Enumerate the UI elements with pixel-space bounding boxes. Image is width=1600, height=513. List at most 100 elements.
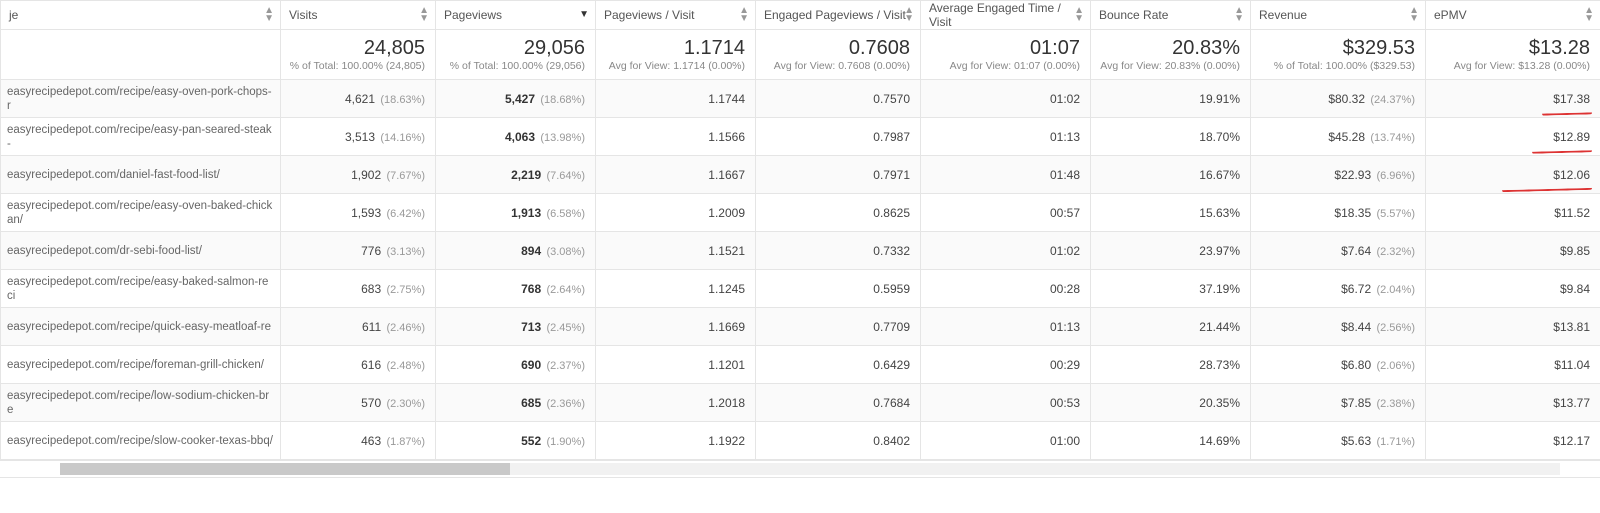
scrollbar-thumb[interactable] xyxy=(60,463,510,475)
column-header-pv[interactable]: Pageviews▼ xyxy=(436,1,596,30)
summary-value: $329.53 xyxy=(1251,33,1425,59)
cell-value: $13.81 xyxy=(1553,320,1590,334)
cell-pv: 713 (2.45%) xyxy=(436,308,596,346)
summary-value: 0.7608 xyxy=(756,33,920,59)
column-header-rev[interactable]: Revenue▲▼ xyxy=(1251,1,1426,30)
cell-aet: 00:29 xyxy=(921,346,1091,384)
page-url-cell[interactable]: easyrecipedepot.com/recipe/easy-baked-sa… xyxy=(1,270,281,308)
cell-epmv: $12.06 xyxy=(1426,156,1600,194)
sort-icon[interactable]: ▲▼ xyxy=(264,7,274,23)
cell-epvv: 0.7987 xyxy=(756,118,921,156)
column-header-pvv[interactable]: Pageviews / Visit ▲▼ xyxy=(596,1,756,30)
cell-value: 0.5959 xyxy=(873,282,910,296)
cell-value: $7.64 xyxy=(1341,244,1371,258)
table-row[interactable]: easyrecipedepot.com/dr-sebi-food-list/77… xyxy=(1,232,1600,270)
sort-icon[interactable]: ▲▼ xyxy=(904,7,914,23)
cell-percent: (1.87%) xyxy=(386,436,425,448)
cell-epmv: $12.89 xyxy=(1426,118,1600,156)
cell-bounce: 20.35% xyxy=(1091,384,1251,422)
cell-pvv: 1.1744 xyxy=(596,80,756,118)
table-row[interactable]: easyrecipedepot.com/recipe/foreman-grill… xyxy=(1,346,1600,384)
sort-icon[interactable]: ▲▼ xyxy=(419,7,429,23)
sort-icon[interactable]: ▲▼ xyxy=(1584,7,1594,23)
cell-value: 463 xyxy=(361,434,381,448)
cell-percent: (2.64%) xyxy=(546,284,585,296)
cell-value: 0.7709 xyxy=(873,320,910,334)
cell-value: 0.6429 xyxy=(873,358,910,372)
cell-bounce: 37.19% xyxy=(1091,270,1251,308)
column-header-label: Pageviews / Visit xyxy=(604,8,695,22)
table-row[interactable]: easyrecipedepot.com/daniel-fast-food-lis… xyxy=(1,156,1600,194)
page-url-cell[interactable]: easyrecipedepot.com/recipe/easy-oven-bak… xyxy=(1,194,281,232)
cell-epmv: $12.17 xyxy=(1426,422,1600,460)
summary-value: 01:07 xyxy=(921,33,1090,59)
table-row[interactable]: easyrecipedepot.com/recipe/easy-baked-sa… xyxy=(1,270,1600,308)
page-url-cell[interactable]: easyrecipedepot.com/daniel-fast-food-lis… xyxy=(1,156,281,194)
column-header-page[interactable]: je▲▼ xyxy=(1,1,281,30)
cell-pvv: 1.1521 xyxy=(596,232,756,270)
analytics-table: je▲▼Visits▲▼Pageviews▼ Pageviews / Visit ▲… xyxy=(0,0,1600,460)
cell-visits: 463 (1.87%) xyxy=(281,422,436,460)
cell-pv: 2,219 (7.64%) xyxy=(436,156,596,194)
horizontal-scrollbar-row xyxy=(0,461,1600,478)
cell-value: $22.93 xyxy=(1334,168,1371,182)
column-header-bounce[interactable]: Bounce Rate▲▼ xyxy=(1091,1,1251,30)
cell-pv: 894 (3.08%) xyxy=(436,232,596,270)
page-url-cell[interactable]: easyrecipedepot.com/recipe/quick-easy-me… xyxy=(1,308,281,346)
cell-pv: 5,427 (18.68%) xyxy=(436,80,596,118)
cell-value: 768 xyxy=(521,282,541,296)
cell-value: 1.1744 xyxy=(708,92,745,106)
sort-icon[interactable]: ▲▼ xyxy=(1234,7,1244,23)
column-header-epmv[interactable]: ePMV▲▼ xyxy=(1426,1,1600,30)
cell-visits: 683 (2.75%) xyxy=(281,270,436,308)
summary-value: 20.83% xyxy=(1091,33,1250,59)
table-row[interactable]: easyrecipedepot.com/recipe/slow-cooker-t… xyxy=(1,422,1600,460)
cell-visits: 3,513 (14.16%) xyxy=(281,118,436,156)
sort-icon[interactable]: ▼ xyxy=(579,11,589,19)
page-url-cell[interactable]: easyrecipedepot.com/recipe/easy-pan-sear… xyxy=(1,118,281,156)
column-header-aet[interactable]: Average Engaged Time / Visit▲▼ xyxy=(921,1,1091,30)
cell-value: 1.1245 xyxy=(708,282,745,296)
page-url-cell[interactable]: easyrecipedepot.com/recipe/easy-oven-por… xyxy=(1,80,281,118)
cell-value: 1.1922 xyxy=(708,434,745,448)
cell-visits: 616 (2.48%) xyxy=(281,346,436,384)
page-url-cell[interactable]: easyrecipedepot.com/recipe/low-sodium-ch… xyxy=(1,384,281,422)
table-row[interactable]: easyrecipedepot.com/recipe/low-sodium-ch… xyxy=(1,384,1600,422)
cell-percent: (7.67%) xyxy=(386,170,425,182)
cell-value: 01:02 xyxy=(1050,244,1080,258)
cell-aet: 00:53 xyxy=(921,384,1091,422)
table-row[interactable]: easyrecipedepot.com/recipe/quick-easy-me… xyxy=(1,308,1600,346)
annotation-underline xyxy=(1542,110,1592,115)
cell-percent: (14.16%) xyxy=(380,132,425,144)
cell-value: 21.44% xyxy=(1199,320,1240,334)
horizontal-scrollbar[interactable] xyxy=(60,463,1560,475)
cell-percent: (2.37%) xyxy=(546,360,585,372)
cell-value: 1,902 xyxy=(351,168,381,182)
table-row[interactable]: easyrecipedepot.com/recipe/easy-oven-bak… xyxy=(1,194,1600,232)
page-url-cell[interactable]: easyrecipedepot.com/recipe/slow-cooker-t… xyxy=(1,422,281,460)
sort-icon[interactable]: ▲▼ xyxy=(1409,7,1419,23)
summary-subtext: Avg for View: 20.83% (0.00%) xyxy=(1091,59,1250,77)
cell-value: 18.70% xyxy=(1199,130,1240,144)
cell-percent: (3.08%) xyxy=(546,246,585,258)
cell-value: 23.97% xyxy=(1199,244,1240,258)
cell-epvv: 0.6429 xyxy=(756,346,921,384)
page-url-cell[interactable]: easyrecipedepot.com/recipe/foreman-grill… xyxy=(1,346,281,384)
page-url-cell[interactable]: easyrecipedepot.com/dr-sebi-food-list/ xyxy=(1,232,281,270)
sort-icon[interactable]: ▲▼ xyxy=(739,7,749,23)
summary-subtext: % of Total: 100.00% (24,805) xyxy=(281,59,435,77)
cell-visits: 1,902 (7.67%) xyxy=(281,156,436,194)
cell-value: 1.1667 xyxy=(708,168,745,182)
column-header-epvv[interactable]: Engaged Pageviews / Visit▲▼ xyxy=(756,1,921,30)
cell-bounce: 18.70% xyxy=(1091,118,1251,156)
table-header-row: je▲▼Visits▲▼Pageviews▼ Pageviews / Visit ▲… xyxy=(1,1,1600,30)
table-row[interactable]: easyrecipedepot.com/recipe/easy-pan-sear… xyxy=(1,118,1600,156)
cell-visits: 1,593 (6.42%) xyxy=(281,194,436,232)
column-header-visits[interactable]: Visits▲▼ xyxy=(281,1,436,30)
summary-cell-bounce: 20.83%Avg for View: 20.83% (0.00%) xyxy=(1091,30,1251,80)
cell-epvv: 0.7709 xyxy=(756,308,921,346)
table-row[interactable]: easyrecipedepot.com/recipe/easy-oven-por… xyxy=(1,80,1600,118)
sort-icon[interactable]: ▲▼ xyxy=(1074,7,1084,23)
cell-value: 0.7987 xyxy=(873,130,910,144)
cell-percent: (5.57%) xyxy=(1376,208,1415,220)
